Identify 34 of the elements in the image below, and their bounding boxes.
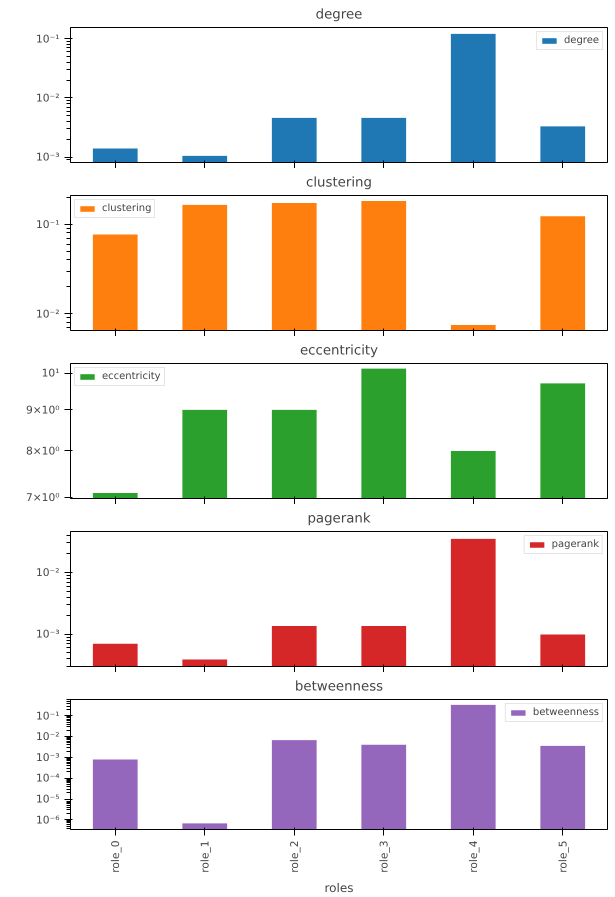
x-tick-label: role_4 [466,840,480,873]
y-tick-label: 10⁻³ [36,150,60,164]
y-tick-label: 9×10⁰ [26,403,60,416]
x-tick-label: role_2 [288,840,301,873]
y-tick-label: 10⁻² [36,566,60,579]
y-tick-label: 10⁻² [36,91,60,104]
chart-title: clustering [306,176,372,190]
legend-label: betweenness [532,707,599,718]
y-tick-label: 10¹ [42,366,60,380]
x-axis-title: roles [324,880,354,895]
chart-title: degree [316,8,362,22]
legend-label: pagerank [552,539,599,550]
x-tick-label: role_1 [198,840,212,873]
y-tick-label: 10⁻² [36,307,60,320]
y-tick-label: 10⁻⁴ [36,772,60,785]
x-tick-label: role_3 [377,840,390,873]
legend-label: degree [564,35,599,46]
chart-title: betweenness [294,680,384,694]
y-tick-label: 7×10⁰ [26,491,60,504]
legend-label: clustering [102,203,152,214]
y-tick-label: 10⁻³ [36,628,60,641]
y-tick-label: 10⁻¹ [36,32,60,46]
chart-title: pagerank [307,512,371,526]
x-tick-label: role_0 [108,840,122,873]
y-tick-label: 10⁻⁶ [36,813,60,826]
chart-title: eccentricity [300,344,378,358]
x-tick-label: role_5 [556,840,570,873]
y-tick-label: 10⁻¹ [36,218,60,231]
y-tick-label: 10⁻³ [36,750,60,764]
y-tick-label: 10⁻⁵ [36,792,60,806]
y-tick-label: 10⁻² [36,730,60,744]
y-tick-label: 8×10⁰ [26,444,60,458]
y-tick-label: 10⁻¹ [36,709,60,722]
legend-label: eccentricity [102,371,161,382]
